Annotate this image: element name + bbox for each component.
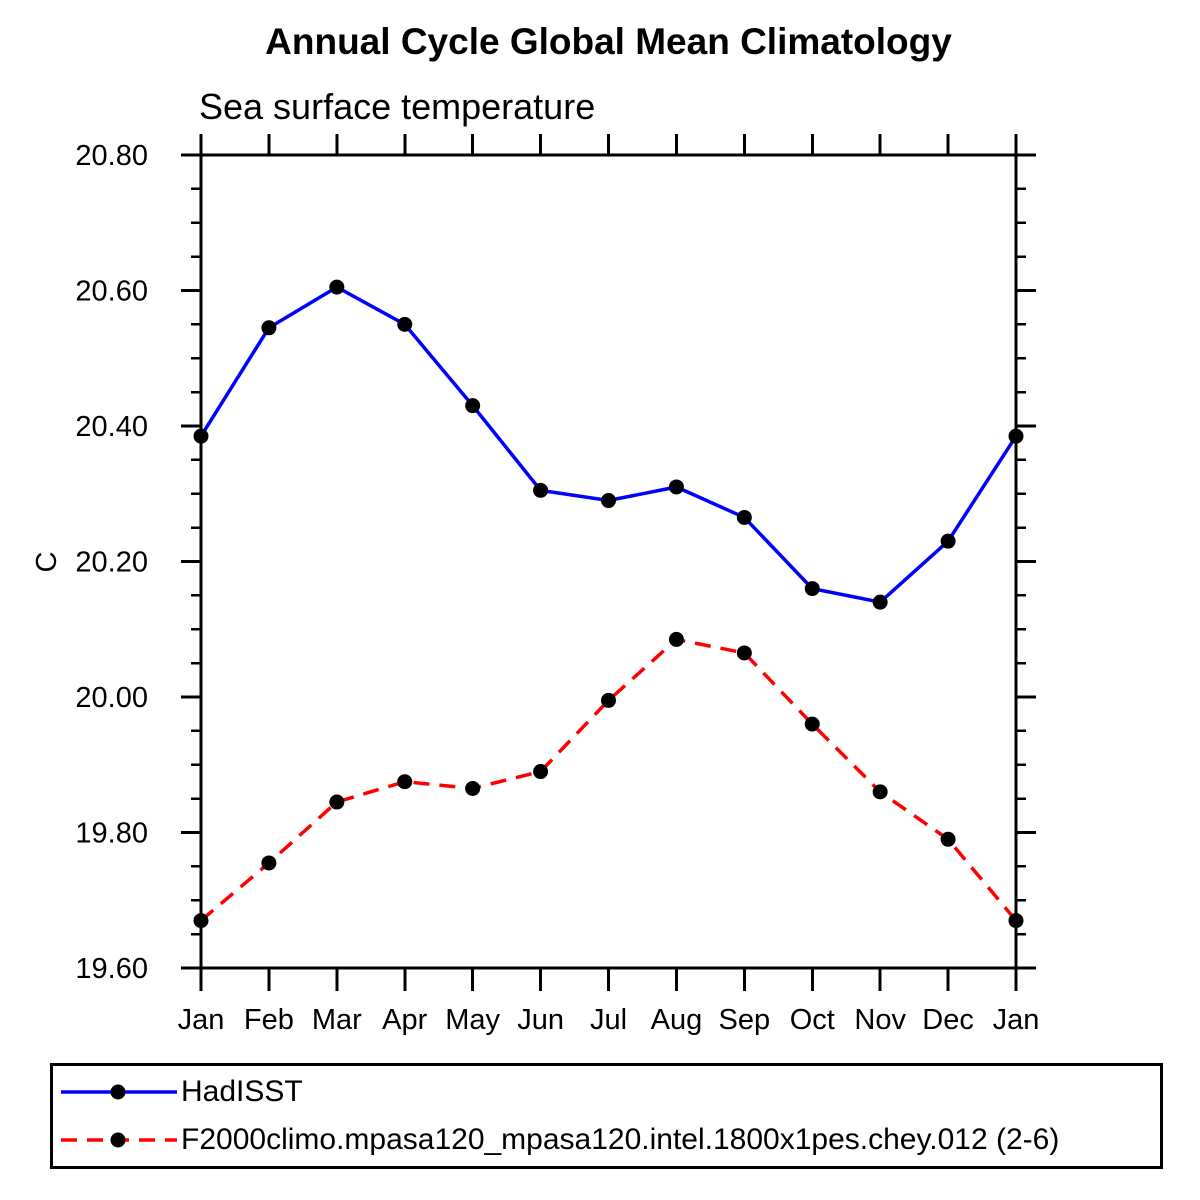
plot-area: 19.60 19.80 20.00 20.20 20.40 20.60 20.80 Jan Fe… <box>75 134 1040 1036</box>
chart-subtitle: Sea surface temperature <box>199 86 596 127</box>
x-axis-tick-label: Nov <box>854 1004 906 1036</box>
data-point-marker-0 <box>533 482 549 498</box>
x-axis-tick-label: Apr <box>382 1004 427 1036</box>
data-point-marker-1 <box>804 716 820 732</box>
legend-solid-line-sample-icon <box>61 1084 177 1100</box>
data-point-marker-0 <box>940 533 956 549</box>
x-axis-tick-label: Feb <box>244 1004 294 1036</box>
data-point-marker-1 <box>329 794 345 810</box>
data-point-marker-0 <box>1008 428 1024 444</box>
data-point-marker-0 <box>465 398 481 414</box>
y-axis-tick-label: 19.60 <box>75 953 148 985</box>
data-point-marker-0 <box>601 493 616 509</box>
x-axis-tick-label: Oct <box>790 1004 835 1036</box>
axis-frame <box>199 153 1018 970</box>
y-axis-tick-label: 20.40 <box>75 411 148 443</box>
legend-item-hadisst: HadISST <box>53 1068 1160 1116</box>
x-axis-tick-label: Jul <box>590 1004 627 1036</box>
x-axis-tick-label: May <box>445 1004 500 1036</box>
data-point-marker-1 <box>601 692 616 708</box>
y-axis-tick-label: 19.80 <box>75 818 148 850</box>
legend-label-hadisst: HadISST <box>181 1075 303 1108</box>
legend-sample-marker <box>110 1132 126 1148</box>
data-point-marker-1 <box>940 831 956 847</box>
x-axis-tick-label: Jan <box>178 1004 225 1036</box>
data-point-marker-1 <box>397 774 413 790</box>
data-point-marker-0 <box>872 594 888 610</box>
legend-item-f2000climo: F2000climo.mpasa120_mpasa120.intel.1800x… <box>53 1116 1160 1164</box>
data-point-marker-1 <box>193 913 209 929</box>
legend-dashed-line-sample-icon <box>61 1132 177 1148</box>
y-axis-tick-label: 20.60 <box>75 276 148 308</box>
chart-title: Annual Cycle Global Mean Climatology <box>265 21 952 62</box>
x-axis-tick-label: Aug <box>651 1004 703 1036</box>
y-axis-tick-label: 20.80 <box>75 140 148 172</box>
data-point-marker-1 <box>872 784 888 800</box>
data-point-marker-0 <box>329 279 345 295</box>
x-axis-tick-label: Dec <box>922 1004 974 1036</box>
x-axis-tick-label: Jun <box>517 1004 564 1036</box>
y-axis-tick-label: 20.20 <box>75 547 148 579</box>
data-point-marker-0 <box>261 320 277 336</box>
y-axis-tick-label: 20.00 <box>75 682 148 714</box>
x-axis-tick-label: Jan <box>993 1004 1040 1036</box>
data-point-marker-1 <box>465 780 481 796</box>
series-line-1 <box>199 637 1018 922</box>
data-point-marker-0 <box>804 581 820 597</box>
x-axis-tick-label: Sep <box>719 1004 771 1036</box>
data-point-marker-1 <box>1008 913 1024 929</box>
data-point-marker-0 <box>193 428 209 444</box>
legend-label-f2000climo: F2000climo.mpasa120_mpasa120.intel.1800x… <box>181 1123 1060 1156</box>
data-point-marker-1 <box>736 645 752 661</box>
data-point-marker-0 <box>736 509 752 525</box>
data-point-marker-0 <box>668 479 684 495</box>
legend: HadISST F2000climo.mpasa120_mpasa120.int… <box>50 1063 1163 1169</box>
legend-sample-marker <box>110 1084 126 1100</box>
series-line-0 <box>199 285 1018 605</box>
x-axis-tick-label: Mar <box>312 1004 362 1036</box>
data-point-marker-1 <box>261 855 277 871</box>
data-point-marker-0 <box>397 316 413 332</box>
data-point-marker-1 <box>533 764 549 780</box>
data-point-marker-1 <box>668 631 684 647</box>
